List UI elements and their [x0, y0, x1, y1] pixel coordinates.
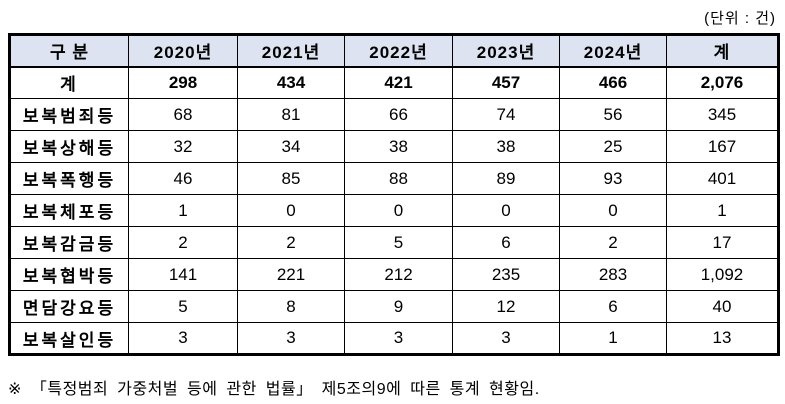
value-cell: 2	[128, 226, 238, 259]
value-cell: 66	[344, 98, 453, 131]
value-cell: 2	[559, 226, 667, 259]
row-label-cell: 보복상해등	[9, 130, 129, 163]
value-cell: 9	[344, 290, 453, 323]
row-label-cell: 보복감금등	[9, 226, 129, 259]
value-cell: 6	[559, 290, 667, 323]
table-row: 계 298 434 421 457 466 2,076	[9, 66, 779, 99]
value-cell: 5	[128, 290, 238, 323]
value-cell: 3	[237, 322, 345, 355]
value-cell: 13	[666, 322, 779, 355]
value-cell: 85	[237, 162, 345, 195]
table-row: 면담강요등 5 8 9 12 6 40	[9, 290, 779, 323]
value-cell: 457	[452, 66, 560, 99]
value-cell: 0	[452, 194, 560, 227]
value-cell: 2	[237, 226, 345, 259]
table-row: 보복범죄등 68 81 66 74 56 345	[9, 98, 779, 131]
table-header: 구 분 2020년 2021년 2022년 2023년 2024년 계	[9, 34, 779, 68]
value-cell: 0	[559, 194, 667, 227]
row-label-cell: 보복체포등	[9, 194, 129, 227]
footnote: ※ 「특정범죄 가중처벌 등에 관한 법률」 제5조의9에 따른 통계 현황임.	[8, 381, 540, 398]
value-cell: 2,076	[666, 66, 779, 99]
value-cell: 221	[237, 258, 345, 291]
value-cell: 167	[666, 130, 779, 163]
value-cell: 1	[666, 194, 779, 227]
header-cell-year-2022: 2022년	[344, 34, 453, 68]
table-row: 보복살인등 3 3 3 3 1 13	[9, 322, 779, 355]
value-cell: 25	[559, 130, 667, 163]
value-cell: 38	[452, 130, 560, 163]
value-cell: 1	[559, 322, 667, 355]
table-body: 계 298 434 421 457 466 2,076 보복범죄등 68 81 66 74 56 345 보…	[9, 66, 779, 355]
table-row: 보복폭행등 46 85 88 89 93 401	[9, 162, 779, 195]
value-cell: 1	[128, 194, 238, 227]
value-cell: 8	[237, 290, 345, 323]
value-cell: 6	[452, 226, 560, 259]
value-cell: 283	[559, 258, 667, 291]
value-cell: 421	[344, 66, 453, 99]
value-cell: 141	[128, 258, 238, 291]
header-cell-year-2021: 2021년	[237, 34, 345, 68]
row-label-cell: 보복살인등	[9, 322, 129, 355]
value-cell: 74	[452, 98, 560, 131]
header-cell-year-2023: 2023년	[452, 34, 560, 68]
value-cell: 466	[559, 66, 667, 99]
value-cell: 38	[344, 130, 453, 163]
value-cell: 401	[666, 162, 779, 195]
value-cell: 89	[452, 162, 560, 195]
header-cell-year-2024: 2024년	[559, 34, 667, 68]
table-row: 보복체포등 1 0 0 0 0 1	[9, 194, 779, 227]
header-cell-category: 구 분	[9, 34, 129, 68]
value-cell: 12	[452, 290, 560, 323]
value-cell: 34	[237, 130, 345, 163]
value-cell: 235	[452, 258, 560, 291]
value-cell: 345	[666, 98, 779, 131]
value-cell: 68	[128, 98, 238, 131]
value-cell: 88	[344, 162, 453, 195]
header-row: 구 분 2020년 2021년 2022년 2023년 2024년 계	[9, 34, 779, 68]
value-cell: 32	[128, 130, 238, 163]
value-cell: 56	[559, 98, 667, 131]
row-label-cell: 보복폭행등	[9, 162, 129, 195]
value-cell: 81	[237, 98, 345, 131]
value-cell: 0	[237, 194, 345, 227]
value-cell: 298	[128, 66, 238, 99]
row-label-cell: 면담강요등	[9, 290, 129, 323]
value-cell: 0	[344, 194, 453, 227]
value-cell: 1,092	[666, 258, 779, 291]
row-label-cell: 계	[9, 66, 129, 99]
value-cell: 93	[559, 162, 667, 195]
unit-label: (단위 : 건)	[704, 10, 776, 27]
row-label-cell: 보복협박등	[9, 258, 129, 291]
value-cell: 5	[344, 226, 453, 259]
header-cell-year-2020: 2020년	[128, 34, 238, 68]
table-row: 보복감금등 2 2 5 6 2 17	[9, 226, 779, 259]
value-cell: 212	[344, 258, 453, 291]
table-row: 보복상해등 32 34 38 38 25 167	[9, 130, 779, 163]
value-cell: 46	[128, 162, 238, 195]
row-label-cell: 보복범죄등	[9, 98, 129, 131]
header-cell-total: 계	[666, 34, 779, 68]
value-cell: 434	[237, 66, 345, 99]
value-cell: 40	[666, 290, 779, 323]
value-cell: 3	[344, 322, 453, 355]
value-cell: 17	[666, 226, 779, 259]
statistics-table: 구 분 2020년 2021년 2022년 2023년 2024년 계 계 298…	[8, 33, 780, 356]
value-cell: 3	[452, 322, 560, 355]
table-row: 보복협박등 141 221 212 235 283 1,092	[9, 258, 779, 291]
value-cell: 3	[128, 322, 238, 355]
